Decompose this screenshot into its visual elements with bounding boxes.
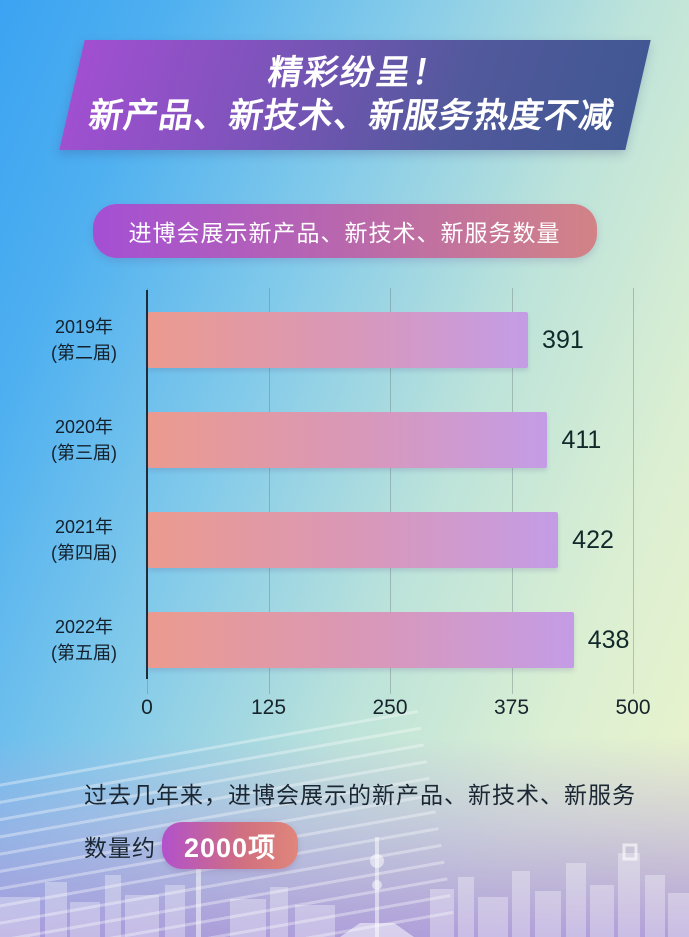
category-label: 2019年 (第二届) <box>28 312 140 368</box>
x-tick-label: 125 <box>250 696 287 719</box>
title-line-2: 新产品、新技术、新服务热度不减 <box>86 97 618 135</box>
grid-line <box>511 288 513 694</box>
value-label: 411 <box>561 426 602 454</box>
category-session: (第四届) <box>51 543 117 563</box>
bar <box>148 412 548 468</box>
bar <box>148 312 529 368</box>
category-year: 2019年 <box>54 317 114 337</box>
value-label: 422 <box>572 526 614 554</box>
total-count-badge: 2000项 <box>162 822 299 869</box>
category-session: (第五届) <box>51 643 117 663</box>
bar-row: 2020年 (第三届) 411 <box>0 412 689 468</box>
footer-text-line-1: 过去几年来，进博会展示的新产品、新技术、新服务 <box>84 782 636 808</box>
city-skyline-icon <box>0 837 689 937</box>
category-year: 2020年 <box>54 417 114 437</box>
y-axis-line <box>146 290 148 679</box>
footer-note: 过去几年来，进博会展示的新产品、新技术、新服务 数量约 2000项 <box>84 780 644 869</box>
title-banner-text: 精彩纷呈！ 新产品、新技术、新服务热度不减 <box>63 40 647 150</box>
category-year: 2021年 <box>54 517 114 537</box>
bar-row: 2021年 (第四届) 422 <box>0 512 689 568</box>
title-line-1: 精彩纷呈！ <box>265 54 452 92</box>
chart-title-pill: 进博会展示新产品、新技术、新服务数量 <box>92 204 597 258</box>
value-label: 391 <box>542 326 584 354</box>
x-tick-label: 500 <box>615 696 651 719</box>
bar <box>148 612 574 668</box>
category-session: (第三届) <box>51 443 117 463</box>
bar-row: 2019年 (第二届) 391 <box>0 312 689 368</box>
footer-prefix: 数量约 <box>84 834 156 861</box>
grid-line <box>268 288 270 694</box>
value-label: 438 <box>587 626 630 654</box>
category-label: 2022年 (第五届) <box>28 612 140 668</box>
bar <box>148 512 559 568</box>
footer-text-line-2: 数量约 2000项 <box>84 822 644 869</box>
category-year: 2022年 <box>54 617 114 637</box>
grid-line <box>390 288 391 694</box>
x-tick-label: 0 <box>141 696 153 719</box>
title-banner: 精彩纷呈！ 新产品、新技术、新服务热度不减 <box>59 40 651 150</box>
bar-row: 2022年 (第五届) 438 <box>0 612 689 668</box>
category-label: 2021年 (第四届) <box>28 512 140 568</box>
bottom-gradient-overlay <box>0 737 689 937</box>
bar-chart: 2019年 (第二届) 391 2020年 (第三届) 411 2021年 (第四届) 422 2… <box>0 288 689 733</box>
x-tick-label: 250 <box>372 696 408 719</box>
category-label: 2020年 (第三届) <box>28 412 140 468</box>
x-tick-label: 375 <box>493 696 530 719</box>
category-session: (第二届) <box>51 343 117 363</box>
grid-line <box>633 288 634 694</box>
